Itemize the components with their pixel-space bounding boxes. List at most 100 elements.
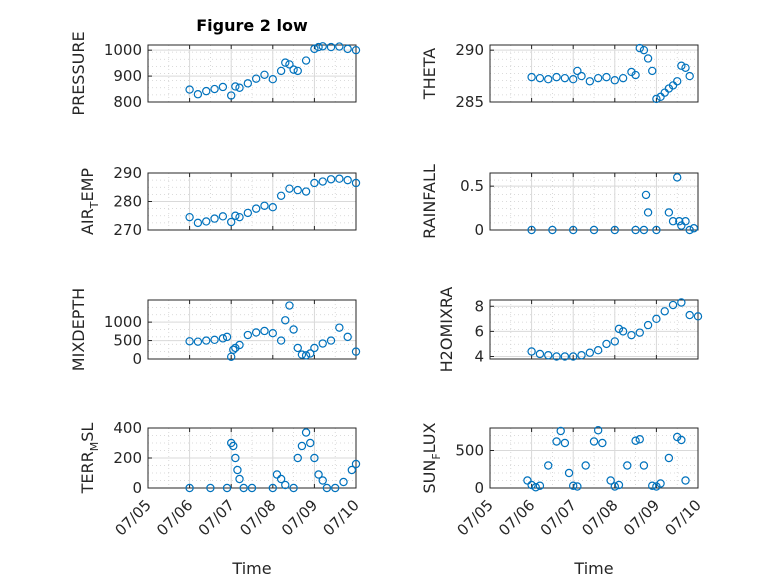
data-point [660, 307, 669, 316]
data-point [598, 438, 607, 448]
data-point [285, 301, 294, 310]
data-point [610, 225, 620, 235]
data-point [193, 90, 203, 99]
data-point [544, 461, 553, 470]
y-axis-label-main: H2OMIXRA [437, 287, 456, 373]
x-tick-label: 07/07 [537, 496, 580, 539]
data-point [685, 225, 694, 235]
data-point [527, 480, 536, 490]
y-tick-label: 800 [113, 93, 142, 111]
y-axis-label-tail: EMP [78, 168, 97, 202]
data-point [185, 212, 194, 222]
y-axis-label-subscript: F [430, 453, 443, 459]
data-point [631, 70, 640, 80]
y-tick-label: 270 [113, 221, 142, 239]
data-point [285, 184, 294, 193]
data-point [335, 323, 344, 332]
data-point [552, 72, 561, 82]
data-point [677, 298, 686, 307]
data-point [623, 461, 632, 470]
data-point [210, 335, 219, 345]
data-point [552, 437, 561, 446]
data-point [235, 474, 244, 484]
x-tick-label: 07/06 [153, 496, 196, 539]
data-point [310, 343, 319, 353]
data-point [185, 337, 194, 346]
data-point [229, 345, 238, 354]
y-tick-label: 285 [455, 93, 484, 111]
data-point [685, 71, 694, 81]
data-point [573, 66, 582, 76]
data-point [226, 91, 236, 100]
data-point [593, 73, 603, 83]
data-point [618, 73, 628, 83]
data-point [251, 204, 261, 213]
y-tick-label: 900 [113, 67, 142, 85]
data-point [272, 470, 282, 479]
data-point [293, 343, 302, 353]
data-point [652, 94, 661, 104]
data-point [247, 483, 257, 493]
data-point [581, 461, 590, 470]
y-axis-label: PRESSURE [69, 31, 88, 115]
data-point [243, 208, 253, 218]
data-point [527, 225, 536, 235]
y-axis-label: TERRMSL [78, 423, 101, 495]
data-point [322, 483, 332, 493]
data-point [260, 70, 269, 79]
data-point [635, 435, 644, 444]
data-point [335, 174, 344, 183]
data-point [210, 214, 219, 223]
data-point [639, 225, 649, 235]
data-point [656, 479, 665, 488]
y-tick-label: 4 [474, 347, 484, 365]
data-point [648, 481, 657, 490]
x-tick-label: 07/05 [112, 496, 155, 539]
data-point [531, 483, 540, 492]
data-point [577, 71, 586, 81]
data-point [293, 453, 302, 463]
data-point [268, 74, 277, 84]
data-point [289, 65, 298, 74]
subplot-air: 270 280 290 AIRTEMP [78, 164, 361, 239]
data-point [297, 441, 307, 451]
subplot-pressure: 800 900 1000 PRESSURE [69, 31, 361, 116]
data-point [301, 351, 311, 360]
data-point [689, 224, 699, 233]
data-point [260, 326, 269, 336]
data-point [231, 343, 240, 353]
data-point [268, 202, 277, 212]
data-point [335, 42, 344, 51]
y-tick-label: 500 [455, 442, 484, 460]
data-point [306, 438, 315, 448]
data-point [681, 63, 690, 73]
y-tick-label: 0 [132, 479, 142, 497]
data-point [643, 208, 653, 217]
data-point [226, 217, 236, 227]
axes-box [489, 427, 699, 489]
data-point [218, 82, 228, 92]
data-point [610, 76, 620, 85]
y-axis-label-tail: LUX [420, 422, 439, 453]
data-point [635, 43, 644, 53]
y-axis-label-main: TERR [78, 451, 97, 494]
data-point [339, 477, 348, 487]
data-point [527, 72, 536, 82]
data-point [677, 221, 686, 230]
data-point [351, 178, 361, 188]
data-point [331, 483, 340, 493]
y-axis-label: H2OMIXRA [437, 287, 456, 373]
data-point [593, 426, 603, 435]
y-axis-label: RAINFALL [420, 164, 439, 239]
data-point [202, 336, 211, 345]
data-point [685, 310, 694, 320]
data-point [235, 340, 244, 350]
data-point [535, 349, 545, 359]
data-point [631, 436, 640, 445]
data-point [276, 474, 286, 484]
data-point [639, 45, 649, 55]
data-point [664, 208, 674, 217]
data-point [648, 66, 657, 76]
